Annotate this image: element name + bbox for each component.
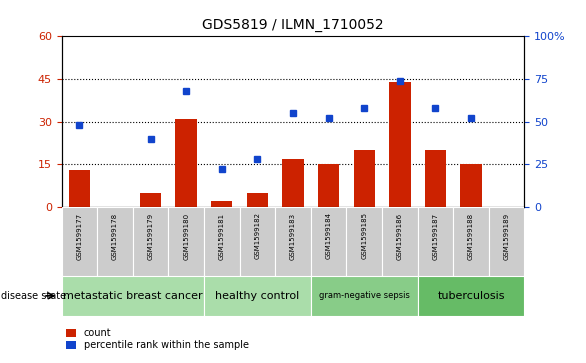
Bar <box>318 164 339 207</box>
Bar <box>69 170 90 207</box>
Text: healthy control: healthy control <box>215 291 299 301</box>
Bar <box>489 207 524 276</box>
Text: GSM1599177: GSM1599177 <box>76 212 83 260</box>
Legend: count, percentile rank within the sample: count, percentile rank within the sample <box>66 329 249 350</box>
Text: GSM1599186: GSM1599186 <box>397 212 403 260</box>
Bar <box>382 207 418 276</box>
Bar <box>204 276 311 316</box>
Bar <box>346 207 382 276</box>
Text: GSM1599181: GSM1599181 <box>219 212 225 260</box>
Bar <box>62 276 204 316</box>
Bar <box>275 207 311 276</box>
Bar <box>453 207 489 276</box>
Text: GSM1599182: GSM1599182 <box>254 212 260 260</box>
Text: GSM1599180: GSM1599180 <box>183 212 189 260</box>
Bar <box>168 207 204 276</box>
Bar <box>461 164 482 207</box>
Bar <box>140 193 161 207</box>
Text: tuberculosis: tuberculosis <box>437 291 505 301</box>
Bar <box>425 150 446 207</box>
Bar <box>418 207 453 276</box>
Text: disease state: disease state <box>1 291 66 301</box>
Bar <box>389 82 411 207</box>
Bar <box>282 159 304 207</box>
Bar <box>211 201 233 207</box>
Text: GSM1599188: GSM1599188 <box>468 212 474 260</box>
Text: GSM1599184: GSM1599184 <box>326 212 332 260</box>
Bar <box>175 119 197 207</box>
Text: GSM1599187: GSM1599187 <box>432 212 438 260</box>
Text: metastatic breast cancer: metastatic breast cancer <box>63 291 203 301</box>
Bar <box>247 193 268 207</box>
Bar <box>62 207 97 276</box>
Bar <box>311 207 346 276</box>
Bar <box>353 150 375 207</box>
Bar <box>97 207 133 276</box>
Text: gram-negative sepsis: gram-negative sepsis <box>319 291 410 300</box>
Bar <box>240 207 275 276</box>
Title: GDS5819 / ILMN_1710052: GDS5819 / ILMN_1710052 <box>202 19 384 33</box>
Bar <box>204 207 240 276</box>
Text: GSM1599185: GSM1599185 <box>361 212 367 260</box>
Bar <box>311 276 418 316</box>
Text: GSM1599183: GSM1599183 <box>290 212 296 260</box>
Bar <box>418 276 524 316</box>
Text: GSM1599178: GSM1599178 <box>112 212 118 260</box>
Text: GSM1599189: GSM1599189 <box>503 212 510 260</box>
Bar <box>133 207 168 276</box>
Text: GSM1599179: GSM1599179 <box>148 212 154 260</box>
